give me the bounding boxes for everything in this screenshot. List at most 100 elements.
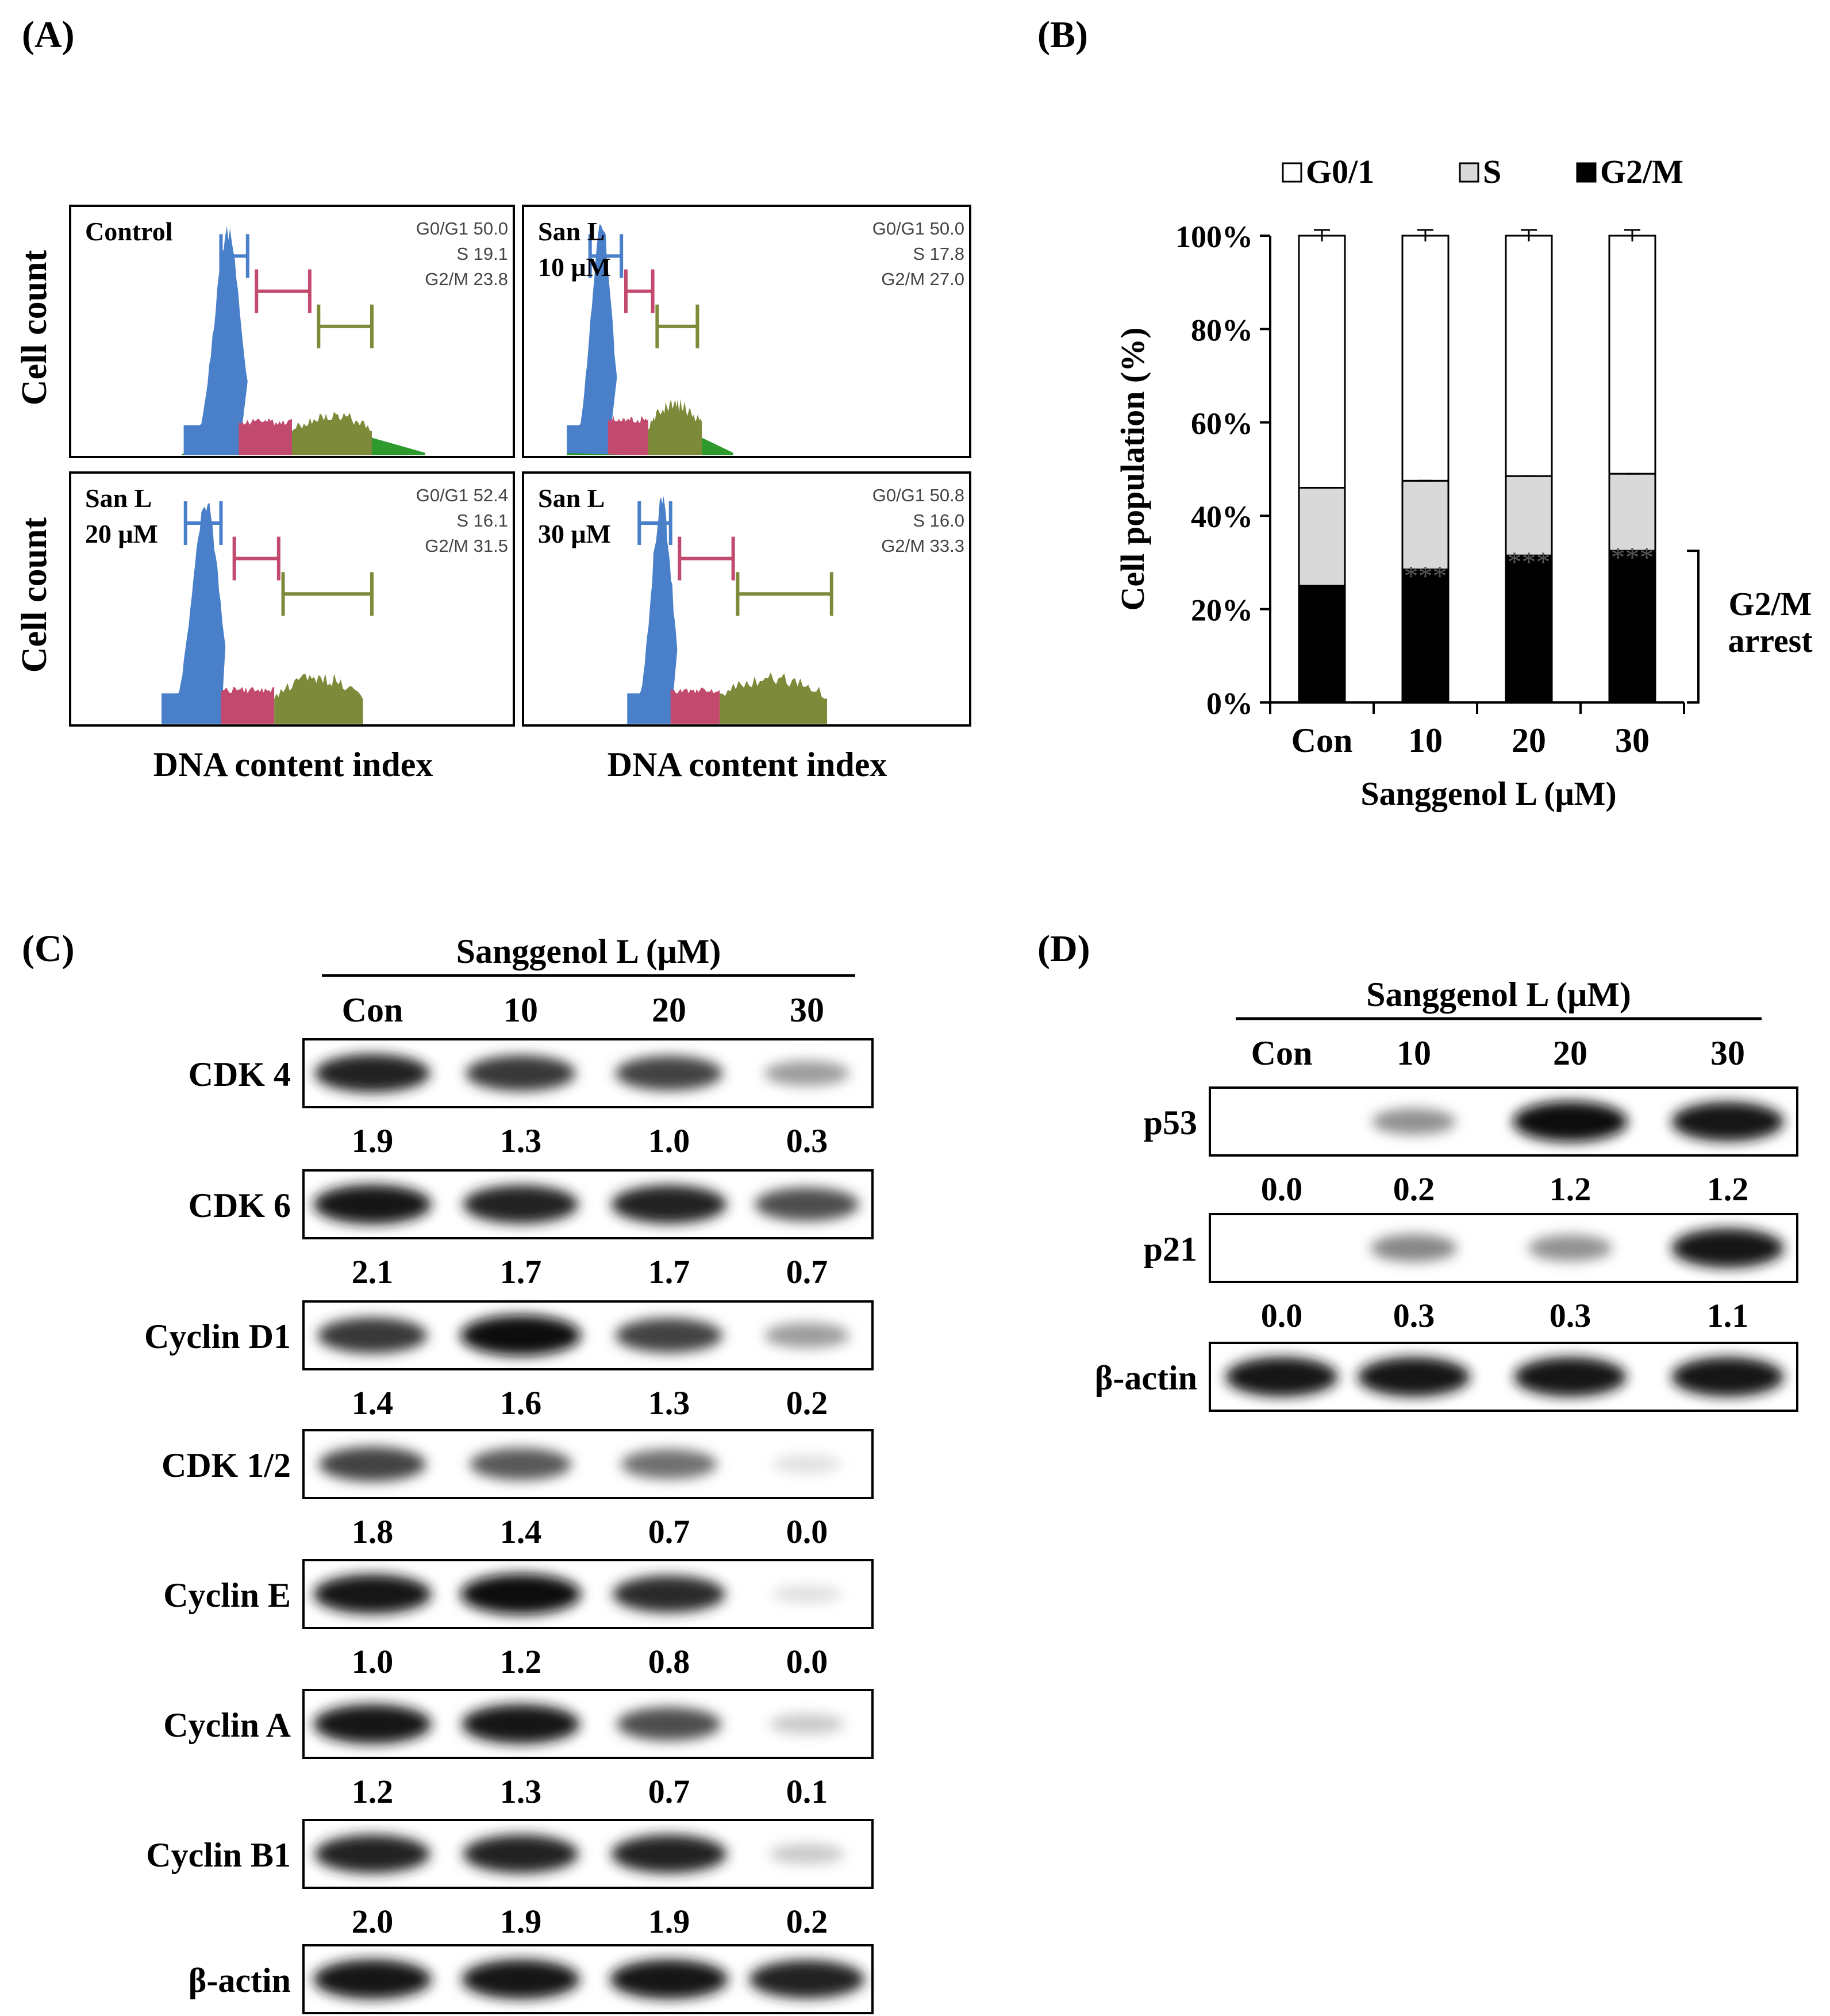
panel-b-chart: G0/1 S G2/M 0% 20% 40% 60% 80% 100% Con 10 *** 20 ***…: [1114, 153, 1813, 812]
legend-label: G0/1: [1306, 153, 1374, 190]
histogram-title: 10 μM: [538, 252, 611, 282]
bar-segment-s: [1401, 479, 1450, 571]
quantification-value: 0.2: [786, 1384, 828, 1422]
blot-band: [313, 1574, 432, 1614]
bar-segment-g2m: [1298, 585, 1346, 704]
x-label-left: DNA content index: [153, 746, 433, 784]
quantification-value: 1.6: [500, 1384, 542, 1422]
s-phase-region: [670, 687, 720, 724]
arrest-bracket: [1687, 550, 1700, 704]
quantification-value: 1.4: [500, 1513, 542, 1550]
gate-marker: [637, 501, 672, 545]
quantification-value: 0.2: [786, 1903, 828, 1940]
blot-band: [772, 1455, 842, 1473]
blot-row: p53 0.0 0.2 1.2 1.2: [1144, 1086, 1798, 1208]
panel-d-western: Sanggenol L (μM) Con 10 20 30 p53 0.0 0.2 1.2 1.2…: [1095, 976, 1798, 1412]
x-tick-label: 10: [1408, 721, 1443, 759]
lane-label: Con: [342, 991, 403, 1029]
blot-row: β-actin: [1095, 1342, 1798, 1412]
blot-band: [1514, 1357, 1627, 1397]
x-label-right: DNA content index: [608, 746, 887, 784]
s-phase-region: [239, 418, 292, 455]
histogram-san-l-20: San L 20 μM G0/G1 52.4 S 16.1 G2/M 31.5: [69, 471, 515, 727]
gate-marker: [183, 501, 223, 545]
quantification-value: 0.7: [786, 1253, 828, 1291]
blot-band: [615, 1318, 723, 1353]
g1-peak: [183, 226, 248, 455]
blot-band: [1671, 1101, 1784, 1142]
histogram-stat: G0/G1 50.0: [872, 218, 964, 239]
g2m-region: [292, 412, 372, 455]
quantification-value: 2.0: [352, 1903, 394, 1940]
protein-label: CDK 1/2: [162, 1446, 291, 1484]
blot-band: [621, 1449, 717, 1480]
blot-band: [610, 1959, 728, 1999]
bar-segment-g2m: [1608, 550, 1656, 704]
blot-band: [313, 1959, 432, 1999]
legend-swatch: [1576, 162, 1597, 183]
blot-band: [314, 1834, 430, 1873]
quantification-value: 0.2: [1393, 1170, 1435, 1208]
histogram-san-l-30: San L 30 μM G0/G1 50.8 S 16.0 G2/M 33.3: [522, 471, 971, 727]
blot-row: CDK 1/2 1.8 1.4 0.7 0.0: [162, 1429, 874, 1550]
blot-band: [615, 1055, 723, 1091]
blot-band: [764, 1061, 850, 1086]
gate-marker: [624, 269, 655, 313]
arrest-annotation: arrest: [1728, 622, 1813, 659]
histogram-title: 20 μM: [85, 519, 158, 548]
g1-peak: [627, 496, 678, 724]
x-axis-title: Sanggenol L (μM): [1360, 775, 1616, 812]
panel-c-western: Sanggenol L (μM) Con 10 20 30 CDK 4 1.9 1.3 1.0 0…: [144, 932, 874, 2014]
y-tick-label: 0%: [1206, 686, 1253, 721]
tail-region: [371, 437, 425, 455]
tail-region: [181, 453, 184, 455]
blot-band: [1372, 1108, 1456, 1135]
y-tick-label: 80%: [1191, 313, 1253, 347]
quantification-value: 1.0: [648, 1122, 690, 1159]
g2m-region: [274, 673, 363, 724]
quantification-value: 1.7: [500, 1253, 542, 1291]
blot-band: [770, 1714, 844, 1734]
blot-band: [1671, 1228, 1784, 1268]
significance-marker: ***: [1508, 546, 1551, 578]
blot-band: [1370, 1234, 1458, 1262]
blot-band: [463, 1834, 579, 1873]
s-phase-region: [608, 416, 648, 455]
protein-label: Cyclin A: [163, 1706, 291, 1744]
quantification-value: 1.9: [500, 1903, 542, 1940]
histogram-frame: [69, 471, 515, 727]
histogram-stat: G0/G1 52.4: [416, 485, 508, 505]
lane-label: 10: [1397, 1034, 1431, 1072]
blot-row: CDK 6 2.1 1.7 1.7 0.7: [189, 1169, 874, 1291]
panel-label-b: (B): [1037, 14, 1088, 56]
blot-band: [1671, 1357, 1784, 1397]
y-label-bottom: Cell count: [15, 517, 54, 673]
y-axis-title: Cell population (%): [1114, 327, 1151, 610]
treatment-label: Sanggenol L (μM): [1366, 976, 1631, 1013]
quantification-value: 0.8: [648, 1643, 690, 1680]
histogram-stat: G2/M 33.3: [881, 536, 964, 556]
blot-band: [313, 1184, 432, 1224]
lane-label: 10: [503, 991, 538, 1029]
histogram-stat: G2/M 23.8: [425, 269, 508, 289]
quantification-value: 1.2: [1550, 1170, 1591, 1208]
bar-segment-s: [1298, 486, 1346, 587]
histogram-stat: G0/G1 50.8: [872, 485, 964, 505]
bar-segment-g01: [1401, 235, 1450, 482]
quantification-value: 1.9: [352, 1122, 394, 1159]
tail-region: [702, 437, 733, 455]
bar-segment-s: [1608, 473, 1656, 552]
quantification-value: 1.2: [500, 1643, 542, 1680]
histogram-frame: [69, 205, 515, 458]
blot-row: Cyclin A 1.2 1.3 0.7 0.1: [163, 1689, 874, 1810]
blot-band: [460, 1315, 581, 1356]
g2m-region: [720, 672, 828, 724]
blot-band: [1513, 1101, 1628, 1142]
lane-label: 20: [652, 991, 686, 1029]
histogram-stat: S 19.1: [456, 244, 508, 264]
histogram-stat: S 16.0: [913, 510, 964, 531]
quantification-value: 0.7: [648, 1773, 690, 1810]
histogram-stat: G0/G1 50.0: [416, 218, 508, 239]
quantification-value: 1.0: [352, 1643, 394, 1680]
protein-label: p21: [1144, 1230, 1197, 1268]
